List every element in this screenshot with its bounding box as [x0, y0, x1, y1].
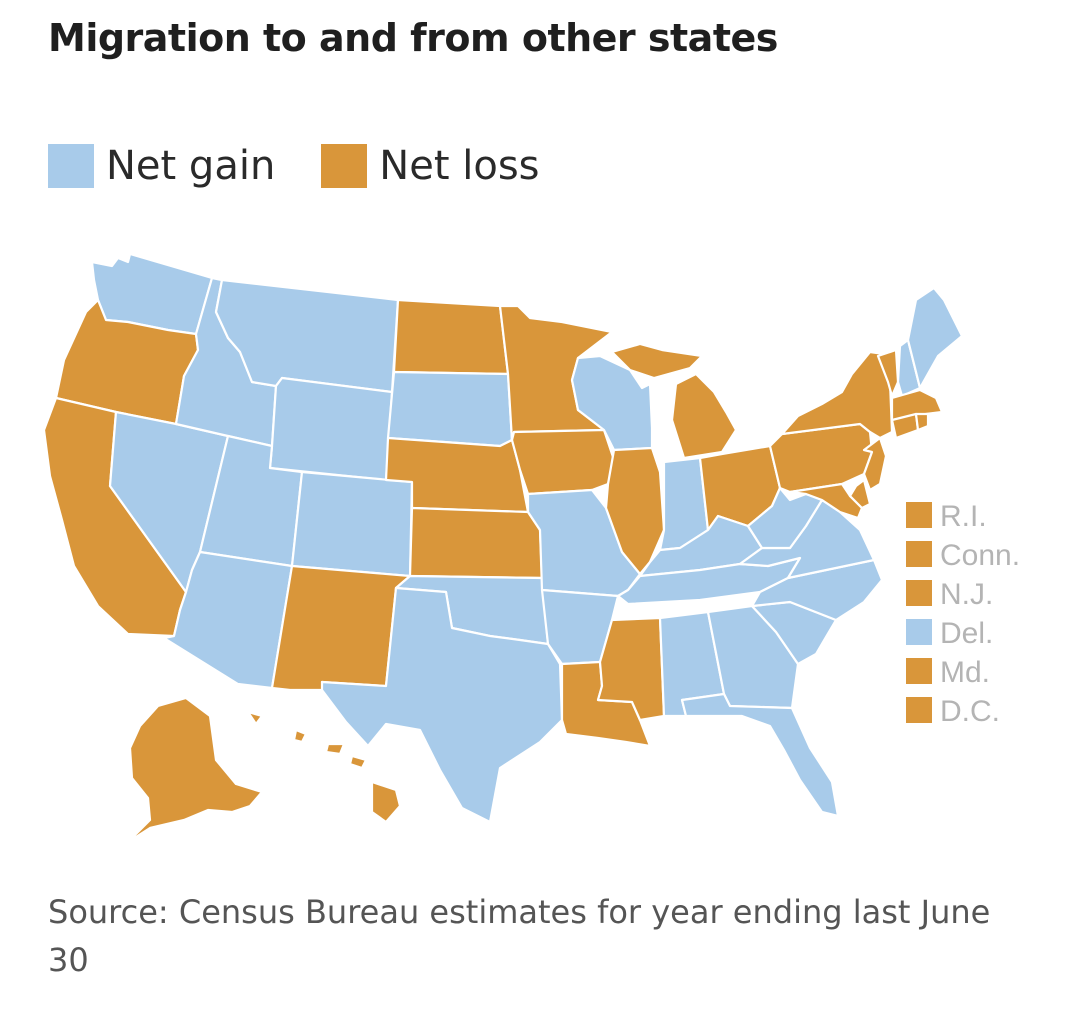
small-state-del: Del. [906, 617, 993, 650]
legend-label-gain: Net gain [106, 143, 276, 189]
small-state-dc-swatch [906, 697, 932, 723]
state-DE [848, 478, 872, 510]
small-state-conn: Conn. [906, 539, 1020, 572]
chart-title: Migration to and from other states [48, 16, 778, 60]
small-state-conn-label: Conn. [940, 539, 1020, 572]
state-FL [680, 692, 840, 818]
small-state-nj-label: N.J. [940, 578, 993, 611]
state-MI [610, 342, 738, 460]
small-state-del-swatch [906, 619, 932, 645]
state-NJ [862, 436, 888, 492]
small-state-md-swatch [906, 658, 932, 684]
source-note: Source: Census Bureau estimates for year… [48, 893, 991, 979]
legend-item-loss: Net loss [321, 143, 540, 189]
state-WY [268, 376, 394, 482]
state-IA [510, 428, 616, 496]
small-state-del-label: Del. [940, 617, 993, 650]
legend: Net gain Net loss [48, 140, 586, 192]
state-ME [906, 286, 964, 390]
state-ND [392, 298, 510, 376]
small-state-conn-swatch [906, 541, 932, 567]
small-state-ri-swatch [906, 502, 932, 528]
state-WI [570, 354, 654, 452]
state-HI [246, 710, 402, 824]
legend-swatch-loss [321, 144, 368, 188]
state-VT [876, 348, 900, 398]
small-state-nj: N.J. [906, 578, 993, 611]
state-SD [386, 370, 514, 448]
state-TX [320, 586, 564, 824]
small-state-ri-label: R.I. [940, 500, 987, 533]
state-CO [290, 470, 414, 578]
small-state-nj-swatch [906, 580, 932, 606]
legend-swatch-gain [48, 144, 94, 188]
us-states-map: R.I. Conn. N.J. Del. Md. D.C. [42, 252, 1020, 844]
small-states-key: R.I. Conn. N.J. Del. Md. D.C. [906, 500, 1020, 728]
state-AK [126, 696, 264, 844]
state-KS [408, 506, 544, 580]
small-state-dc-label: D.C. [940, 695, 1000, 728]
small-state-md-label: Md. [940, 656, 990, 689]
legend-item-gain: Net gain [48, 143, 275, 189]
small-state-dc: D.C. [906, 695, 1000, 728]
state-RI [914, 412, 930, 432]
legend-label-loss: Net loss [379, 143, 540, 189]
small-state-ri: R.I. [906, 500, 987, 533]
small-state-md: Md. [906, 656, 990, 689]
state-NY [780, 350, 894, 440]
state-MD [788, 482, 864, 520]
